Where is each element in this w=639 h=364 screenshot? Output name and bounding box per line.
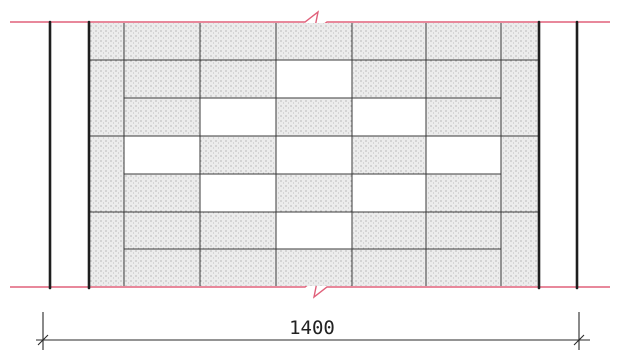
slab [200,23,276,60]
joint-lines [89,23,539,286]
slab [426,249,501,286]
slab [352,249,426,286]
slab [426,60,501,98]
slab [124,174,200,212]
slab [124,98,200,136]
dimension [36,312,590,350]
bottom-break-line [10,275,610,299]
kerb-lines [48,20,579,290]
dimension-tick-left [37,334,49,346]
slab [276,23,352,60]
dimension-label: 1400 [289,317,335,339]
break-lines [10,10,610,299]
slab [501,23,539,286]
slab [352,212,426,249]
slab [200,136,276,174]
paving-slabs [89,23,539,286]
slab [276,98,352,136]
slab [124,249,200,286]
slab [426,212,501,249]
slab [352,136,426,174]
slab [276,249,352,286]
slab [426,23,501,60]
slab [124,212,200,249]
slab [200,60,276,98]
slab [276,174,352,212]
slab [426,98,501,136]
slab [124,23,200,60]
dimension-tick-right [573,334,585,346]
slab [352,23,426,60]
slab [200,249,276,286]
slab [352,60,426,98]
slab [426,174,501,212]
slab [124,60,200,98]
slab [200,212,276,249]
slab [89,23,124,286]
top-break-line [10,10,610,34]
